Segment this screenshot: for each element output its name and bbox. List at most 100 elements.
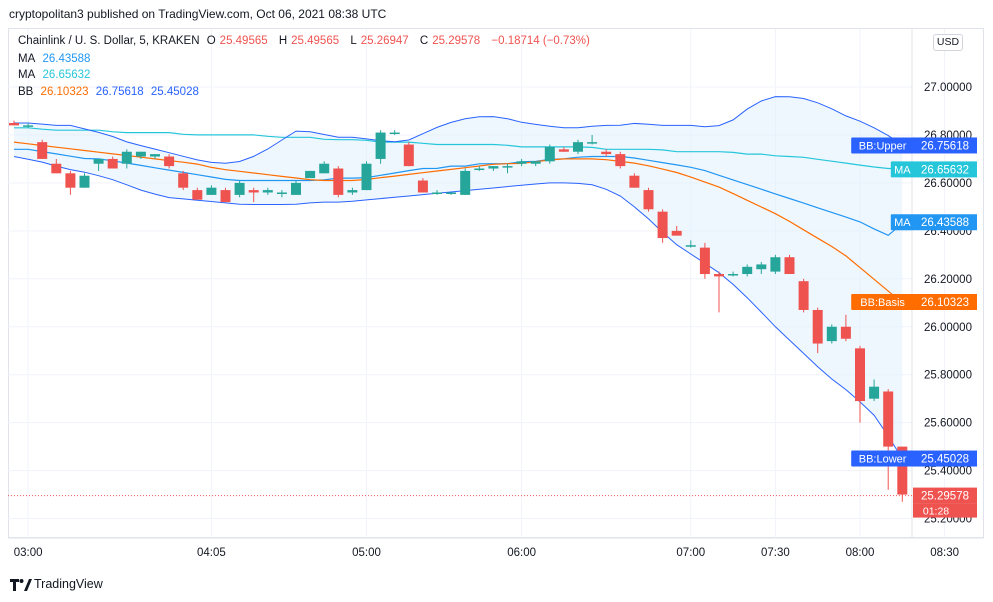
candle-body	[685, 245, 696, 247]
candle	[869, 379, 880, 402]
candle-body	[135, 151, 146, 157]
price-label: MA 26.43588	[890, 214, 977, 231]
candle-body	[643, 190, 654, 210]
y-tick-label: 25.80000	[924, 370, 972, 382]
candle	[643, 187, 654, 212]
candle	[587, 134, 598, 145]
candle	[37, 139, 48, 159]
bb-basis-line	[13, 141, 903, 304]
candle-body	[615, 154, 626, 167]
candle-body	[276, 192, 287, 194]
candle-body	[65, 173, 76, 188]
candle-body	[544, 146, 555, 162]
candle-body	[291, 182, 301, 195]
candle	[728, 271, 739, 277]
x-tick-label: 03:00	[14, 547, 43, 559]
currency-button[interactable]: USD	[933, 34, 963, 51]
candle	[234, 180, 245, 198]
candlesticks	[9, 120, 908, 502]
time-axis: 03:00 04:05 05:00 06:00 07:00 07:30 08:00 08:30	[14, 547, 959, 559]
indicator-lines	[8, 96, 912, 497]
candle	[107, 156, 118, 169]
change-value: −0.18714 (−0.73%)	[491, 35, 590, 47]
legend-bb[interactable]: BB 26.10323 26.75618 25.45028	[18, 86, 199, 98]
candle-body	[869, 386, 880, 399]
candle	[319, 161, 330, 174]
low-value: 25.26947	[360, 35, 409, 47]
x-tick-label: 08:00	[846, 547, 875, 559]
candle-body	[855, 348, 865, 402]
candle-body	[756, 264, 767, 270]
candle-body	[375, 132, 386, 159]
candle-body	[51, 163, 62, 174]
candle-body	[107, 158, 118, 169]
candle-body	[601, 151, 612, 155]
y-tick-label: 27.00000	[924, 82, 972, 94]
candle	[262, 187, 273, 195]
price-label: BB:Upper 26.75618	[851, 137, 977, 154]
candle	[770, 254, 781, 275]
candle-body	[840, 326, 851, 339]
price-label-value: 26.65632	[921, 164, 969, 176]
candle	[798, 278, 809, 313]
ma-fast-line	[14, 148, 903, 237]
candle	[516, 158, 527, 167]
legend-ma-slow[interactable]: MA 26.65632	[18, 69, 91, 81]
candle-body	[516, 161, 527, 164]
legend-ohlc[interactable]: Chainlink / U. S. Dollar, 5, KRAKEN O 25.…	[18, 35, 590, 47]
candle-body	[699, 247, 710, 275]
candle	[558, 146, 569, 152]
candle	[699, 242, 710, 279]
legend-ma-fast[interactable]: MA 26.43588	[18, 53, 91, 65]
candle	[840, 314, 851, 342]
candle	[23, 122, 34, 128]
candle-body	[262, 190, 273, 193]
bollinger-band-fill	[14, 96, 903, 459]
candle-body	[883, 391, 894, 447]
candle	[375, 130, 386, 164]
x-tick-label: 06:00	[507, 547, 536, 559]
candle	[178, 170, 189, 191]
candle	[192, 187, 203, 200]
y-tick-label: 25.40000	[924, 466, 972, 478]
candle	[150, 154, 160, 159]
candle	[573, 139, 583, 155]
price-label-value: 26.10323	[921, 297, 969, 309]
candle-body	[79, 175, 90, 188]
candle	[220, 187, 231, 203]
candle-body	[403, 144, 414, 167]
candle-body	[417, 180, 428, 193]
candle-body	[192, 190, 203, 200]
candle	[206, 185, 217, 195]
candle-body	[714, 274, 724, 277]
price-label-name-bg	[851, 294, 914, 311]
price-label: BB:Basis 26.10323	[851, 294, 977, 311]
x-tick-label: 04:05	[197, 547, 226, 559]
candle-body	[770, 257, 781, 272]
price-label-name-bg	[851, 450, 914, 467]
candle	[333, 166, 344, 198]
candle	[544, 144, 555, 164]
candle	[601, 149, 612, 157]
candle-body	[121, 151, 132, 164]
candle	[347, 187, 358, 195]
candle-body	[671, 230, 682, 236]
bb-fill-area	[14, 96, 903, 459]
ma-fast-value: 26.43588	[42, 53, 91, 65]
price-label-name-bg	[851, 137, 914, 154]
candle-body	[164, 156, 175, 167]
candle	[9, 120, 19, 126]
price-label-value: 26.75618	[921, 140, 969, 152]
candle	[826, 324, 837, 344]
bb-lower-line	[13, 156, 903, 459]
candle-body	[657, 211, 668, 239]
candle-body	[474, 168, 485, 171]
candle-body	[178, 173, 189, 188]
candle-body	[460, 170, 471, 195]
candle	[305, 170, 316, 179]
price-label: MA 26.65632	[890, 161, 977, 178]
price-label: 25.29578 01:28	[913, 487, 977, 518]
tradingview-footer[interactable]: TradingView	[10, 577, 103, 591]
candle-body	[333, 168, 344, 195]
